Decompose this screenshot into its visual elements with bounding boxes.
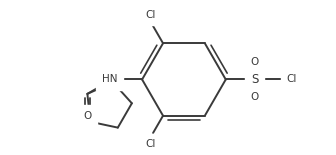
Text: Cl: Cl: [286, 75, 297, 84]
Text: O: O: [83, 111, 91, 121]
Text: O: O: [250, 57, 259, 67]
Text: HN: HN: [102, 75, 117, 84]
Text: Cl: Cl: [145, 140, 156, 149]
Text: S: S: [251, 73, 258, 86]
Text: O: O: [250, 92, 259, 102]
Text: Cl: Cl: [145, 10, 156, 20]
